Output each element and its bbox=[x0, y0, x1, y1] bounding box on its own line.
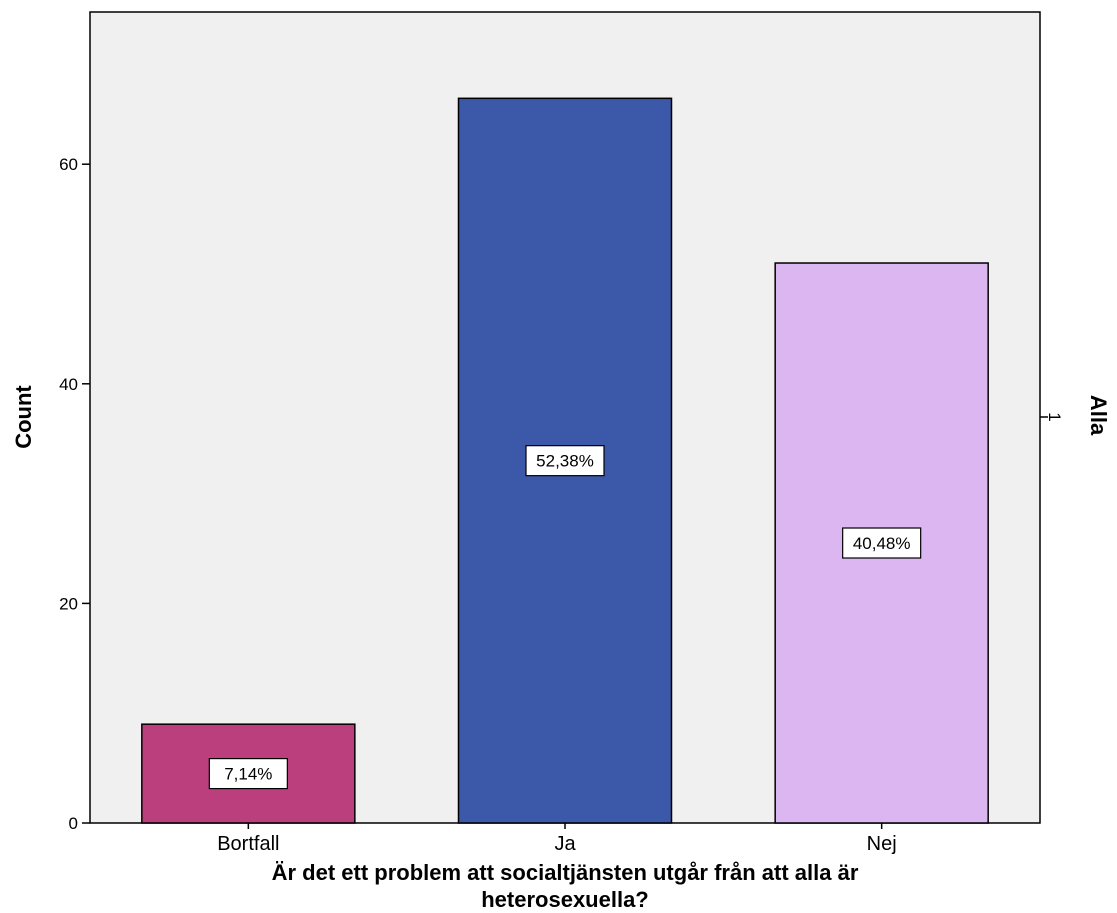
panel-value: 1 bbox=[1045, 412, 1064, 421]
data-label-box bbox=[525, 445, 605, 477]
y-tick-label: 0 bbox=[69, 814, 78, 833]
x-axis-title-line-2: heterosexuella? bbox=[481, 887, 649, 912]
y-tick-label: 60 bbox=[59, 155, 78, 174]
x-tick-label: Bortfall bbox=[217, 833, 279, 855]
panel-label: Alla bbox=[1086, 395, 1111, 436]
data-label: 40,48% bbox=[853, 534, 911, 553]
y-tick-label: 40 bbox=[59, 375, 78, 394]
data-label: 7,14% bbox=[224, 765, 272, 784]
x-tick-label: Ja bbox=[554, 833, 576, 855]
data-label-box bbox=[842, 527, 922, 559]
data-label-box bbox=[208, 757, 288, 790]
y-tick-label: 20 bbox=[59, 594, 78, 613]
x-axis-title-line-1: Är det ett problem att socialtjänsten ut… bbox=[272, 860, 859, 885]
y-axis-title: Count bbox=[11, 385, 36, 449]
data-label: 52,38% bbox=[536, 452, 594, 471]
x-tick-label: Nej bbox=[867, 833, 897, 855]
